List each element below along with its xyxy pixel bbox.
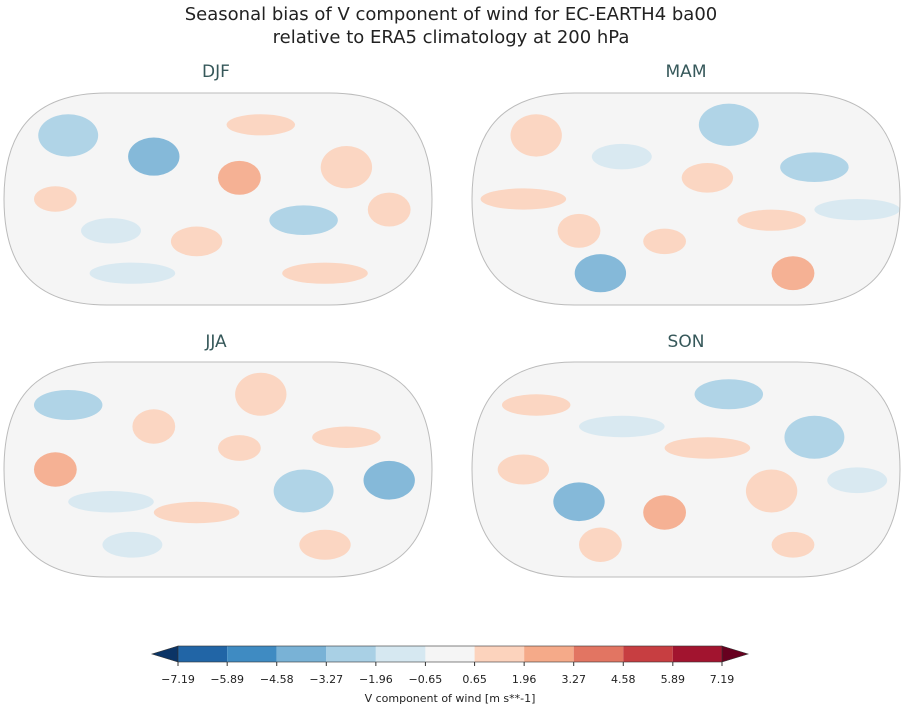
field-blob (363, 460, 415, 500)
map-outline (471, 361, 901, 578)
map-field (497, 379, 888, 562)
field-blob (694, 379, 764, 410)
field-blob (33, 186, 77, 212)
field-blob (235, 372, 287, 416)
colorbar-segment (375, 646, 426, 662)
field-blob (643, 495, 686, 530)
field-blob (480, 188, 567, 210)
colorbar-extend (721, 645, 750, 663)
title-line: Seasonal bias of V component of wind for… (185, 4, 718, 25)
field-blob (282, 262, 368, 284)
map-field (33, 372, 415, 560)
field-blob (745, 469, 798, 513)
colorbar-tick-label: −7.19 (161, 673, 195, 686)
colorbar-tick-label: 5.89 (661, 673, 686, 686)
field-blob (814, 199, 900, 221)
map-outline (471, 92, 901, 306)
field-blob (579, 415, 665, 438)
field-blob (643, 228, 686, 255)
colorbar-segment (326, 646, 376, 662)
field-blob (784, 415, 845, 459)
field-blob (698, 103, 759, 146)
colorbar-segment (178, 646, 228, 662)
field-blob (218, 160, 261, 195)
colorbar-tick-label: −3.27 (309, 673, 343, 686)
map-field (33, 114, 411, 284)
colorbar-tick-label: −1.96 (359, 673, 393, 686)
field-blob (170, 226, 223, 257)
panel-title: SON (668, 332, 705, 352)
field-blob (557, 213, 601, 248)
map-background (4, 93, 432, 305)
colorbar-tick-label: −0.65 (409, 673, 443, 686)
map-background (4, 362, 432, 577)
map-outline (3, 92, 433, 306)
field-blob (780, 152, 849, 183)
colorbar-segment (672, 646, 722, 662)
map-background (472, 362, 900, 577)
field-blob (226, 114, 296, 136)
colorbar-frame (177, 645, 723, 663)
map-outline (3, 361, 433, 578)
field-blob (497, 454, 550, 485)
colorbar-segment (573, 646, 624, 662)
field-blob (591, 143, 652, 170)
field-blob (681, 162, 734, 193)
colorbar-segment (524, 646, 574, 662)
map-background (472, 93, 900, 305)
colorbar-segment (276, 646, 327, 662)
field-blob (320, 146, 373, 189)
colorbar-segment (425, 646, 475, 662)
field-blob (367, 192, 411, 227)
field-blob (501, 394, 571, 416)
panel-title: JJA (204, 332, 227, 352)
colorbar-extend (150, 645, 179, 663)
colorbar-tick-label: 4.58 (611, 673, 636, 686)
field-blob (33, 452, 77, 487)
field-blob (664, 437, 751, 459)
title-line: relative to ERA5 climatology at 200 hPa (273, 27, 630, 48)
field-blob (33, 389, 103, 421)
field-blob (132, 409, 176, 444)
colorbar-tick-label: 7.19 (710, 673, 735, 686)
field-blob (89, 262, 176, 284)
panel-title: MAM (666, 62, 707, 82)
field-blob (269, 205, 338, 236)
colorbar-tick-label: −4.58 (260, 673, 294, 686)
field-blob (827, 467, 888, 494)
colorbar-segment (227, 646, 277, 662)
field-blob (771, 531, 815, 558)
colorbar-tick-label: 0.65 (462, 673, 487, 686)
colorbar-tick-label: −5.89 (210, 673, 244, 686)
field-blob (579, 527, 622, 562)
field-blob (574, 254, 627, 293)
field-blob (510, 114, 562, 157)
field-blob (553, 482, 605, 522)
field-blob (102, 531, 163, 558)
field-blob (312, 426, 381, 448)
colorbar-segment (474, 646, 525, 662)
field-blob (218, 435, 261, 461)
colorbar-segment (623, 646, 673, 662)
colorbar-tick-label: 1.96 (512, 673, 537, 686)
field-blob (299, 529, 351, 560)
panel-title: DJF (202, 62, 230, 82)
field-blob (737, 209, 806, 231)
colorbar-tick-label: 3.27 (561, 673, 586, 686)
field-blob (153, 501, 240, 524)
map-field (480, 103, 900, 293)
field-blob (273, 469, 334, 513)
field-blob (128, 137, 180, 176)
field-blob (38, 114, 99, 157)
field-blob (68, 491, 154, 513)
colorbar-label: V component of wind [m s**-1] (365, 692, 536, 705)
field-blob (81, 218, 141, 244)
field-blob (771, 256, 815, 291)
